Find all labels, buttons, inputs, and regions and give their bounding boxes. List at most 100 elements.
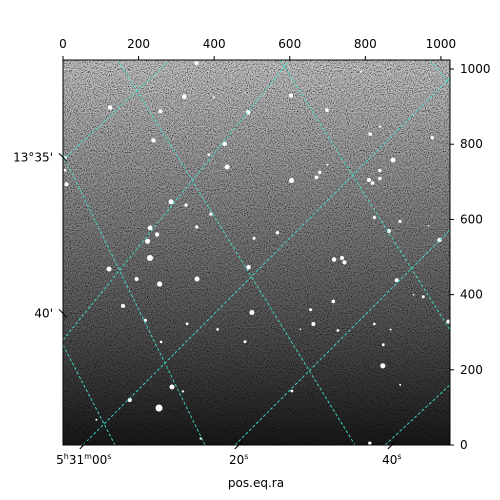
star (199, 437, 202, 440)
star (378, 168, 382, 173)
star (314, 175, 319, 180)
grid-line (63, 60, 171, 161)
ra-tick (79, 440, 89, 450)
star (336, 329, 340, 332)
star (378, 176, 382, 181)
top-pixel-axis: 0 200 400 600 800 1000 (59, 37, 456, 60)
dec-tick (58, 309, 68, 318)
bright-star (387, 229, 391, 233)
ra-tick-label: 20s (229, 452, 248, 467)
dec-tick-label: 13°35' (13, 150, 53, 164)
star (159, 340, 163, 344)
star (398, 219, 402, 223)
stars-layer (63, 61, 450, 445)
star (421, 295, 425, 299)
right-tick-label: 400 (460, 288, 483, 302)
star (372, 215, 376, 220)
grid-line (63, 154, 206, 445)
star (326, 163, 329, 166)
star (342, 260, 347, 265)
star (394, 278, 399, 283)
star (331, 257, 337, 262)
plot-frame (62, 59, 451, 446)
star (63, 168, 67, 172)
star (107, 105, 113, 110)
bright-star (155, 404, 163, 412)
star (243, 340, 247, 344)
star (154, 232, 160, 237)
right-tick-label: 800 (460, 137, 483, 151)
dec-tick-label: 40' (34, 306, 53, 320)
star (213, 96, 215, 99)
star (185, 322, 189, 326)
star (127, 397, 132, 403)
grid-line (429, 60, 450, 86)
star (368, 441, 372, 445)
star (134, 277, 139, 281)
star (359, 70, 362, 73)
grid-line (63, 60, 291, 341)
bright-star (169, 384, 175, 390)
plot-area (62, 59, 451, 446)
star (381, 343, 385, 347)
bright-star (224, 164, 230, 170)
star (64, 182, 69, 187)
star (380, 363, 386, 369)
star (399, 383, 402, 386)
star (145, 238, 151, 244)
grid-line (63, 344, 116, 445)
star (412, 293, 415, 296)
star (368, 132, 373, 136)
top-tick-label: 0 (59, 37, 67, 51)
star (184, 203, 188, 207)
star (373, 322, 376, 326)
bright-star (390, 157, 396, 163)
ra-tick-label: 40s (382, 452, 401, 467)
star (207, 153, 211, 157)
ra-tick (387, 440, 397, 450)
star (427, 225, 430, 227)
star (151, 138, 156, 143)
grid-line (117, 60, 356, 445)
right-pixel-axis: 0 200 400 600 800 1000 (450, 62, 491, 452)
star (249, 310, 255, 315)
star (168, 199, 174, 205)
star (289, 93, 293, 98)
dec-tick (58, 153, 68, 162)
star (290, 389, 294, 393)
grid-line (279, 60, 450, 331)
star (299, 328, 302, 331)
right-tick-label: 0 (460, 438, 468, 452)
star (318, 170, 322, 175)
top-tick-label: 800 (354, 37, 377, 51)
star (181, 390, 185, 393)
star (325, 108, 329, 112)
image-noise (63, 60, 450, 445)
x-axis-label: pos.eq.ra (228, 476, 284, 490)
star (181, 94, 187, 100)
star (194, 61, 199, 65)
star (216, 328, 219, 331)
bright-star (121, 304, 125, 308)
bright-star (367, 178, 371, 182)
star (309, 308, 313, 312)
right-tick-label: 200 (460, 363, 483, 377)
grid-line (234, 229, 450, 445)
star (430, 135, 434, 140)
star (311, 322, 316, 326)
star (389, 328, 392, 331)
right-tick-label: 1000 (460, 62, 491, 76)
star (275, 231, 280, 235)
top-tick-label: 1000 (426, 37, 457, 51)
left-dec-axis: 13°35' 40' (13, 150, 68, 320)
bright-star (340, 256, 344, 260)
star (209, 212, 213, 216)
star (370, 181, 375, 185)
top-tick-label: 200 (127, 37, 150, 51)
star (147, 225, 153, 231)
star (222, 141, 227, 147)
star (379, 125, 382, 128)
star (252, 236, 256, 240)
star (158, 109, 163, 114)
